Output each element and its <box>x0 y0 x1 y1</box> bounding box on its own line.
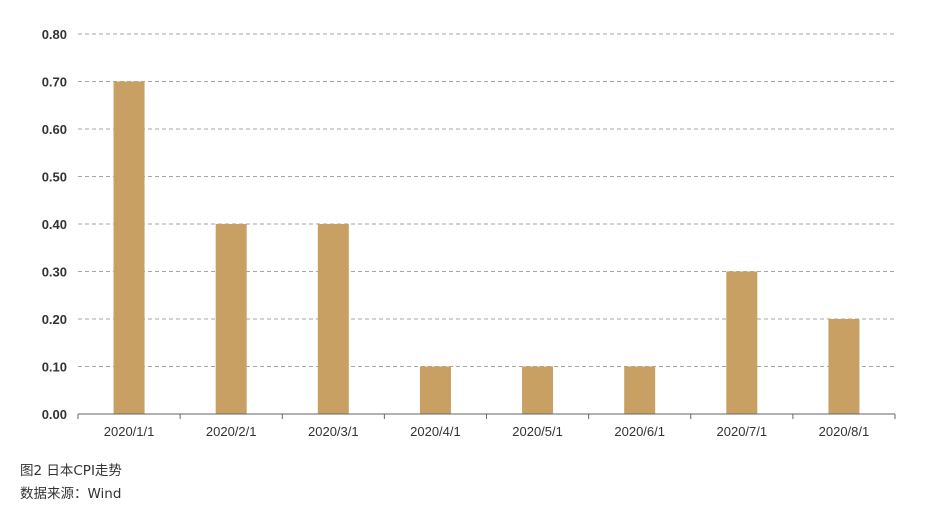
y-tick-label: 0.40 <box>42 217 67 232</box>
y-tick-label: 0.30 <box>42 265 67 280</box>
x-tick-label: 2020/6/1 <box>614 424 665 439</box>
x-tick-label: 2020/1/1 <box>104 424 155 439</box>
x-tick-label: 2020/3/1 <box>308 424 359 439</box>
x-axis: 2020/1/1 2020/2/1 2020/3/1 2020/4/1 2020/5/1… <box>77 413 896 439</box>
bar <box>215 224 247 414</box>
y-tick-label: 0.70 <box>42 75 67 90</box>
y-tick-label: 0.80 <box>42 27 67 42</box>
bar <box>419 366 451 414</box>
figure-caption: 图2 日本CPI走势 <box>20 463 122 479</box>
y-axis-ticks: 0.00 0.10 0.20 0.30 0.40 0.50 0.60 0.70 0.80 <box>42 27 67 422</box>
bars <box>113 81 860 414</box>
x-tick-label: 2020/2/1 <box>206 424 257 439</box>
x-tick-label: 2020/8/1 <box>819 424 870 439</box>
x-tick-label: 2020/4/1 <box>410 424 461 439</box>
bar <box>726 271 758 414</box>
y-tick-label: 0.00 <box>42 407 67 422</box>
x-tick-label: 2020/7/1 <box>717 424 768 439</box>
y-tick-label: 0.10 <box>42 360 67 375</box>
y-tick-label: 0.60 <box>42 122 67 137</box>
gridlines <box>78 33 895 367</box>
bar <box>317 224 349 414</box>
x-tick-label: 2020/5/1 <box>512 424 563 439</box>
bar <box>522 366 554 414</box>
bar <box>113 81 145 414</box>
y-tick-label: 0.20 <box>42 312 67 327</box>
source-note: 数据来源：Wind <box>20 486 122 502</box>
y-tick-label: 0.50 <box>42 170 67 185</box>
bar <box>828 319 860 414</box>
bar <box>624 366 656 414</box>
bar-chart: 0.00 0.10 0.20 0.30 0.40 0.50 0.60 0.70 0.80 202… <box>42 27 896 439</box>
